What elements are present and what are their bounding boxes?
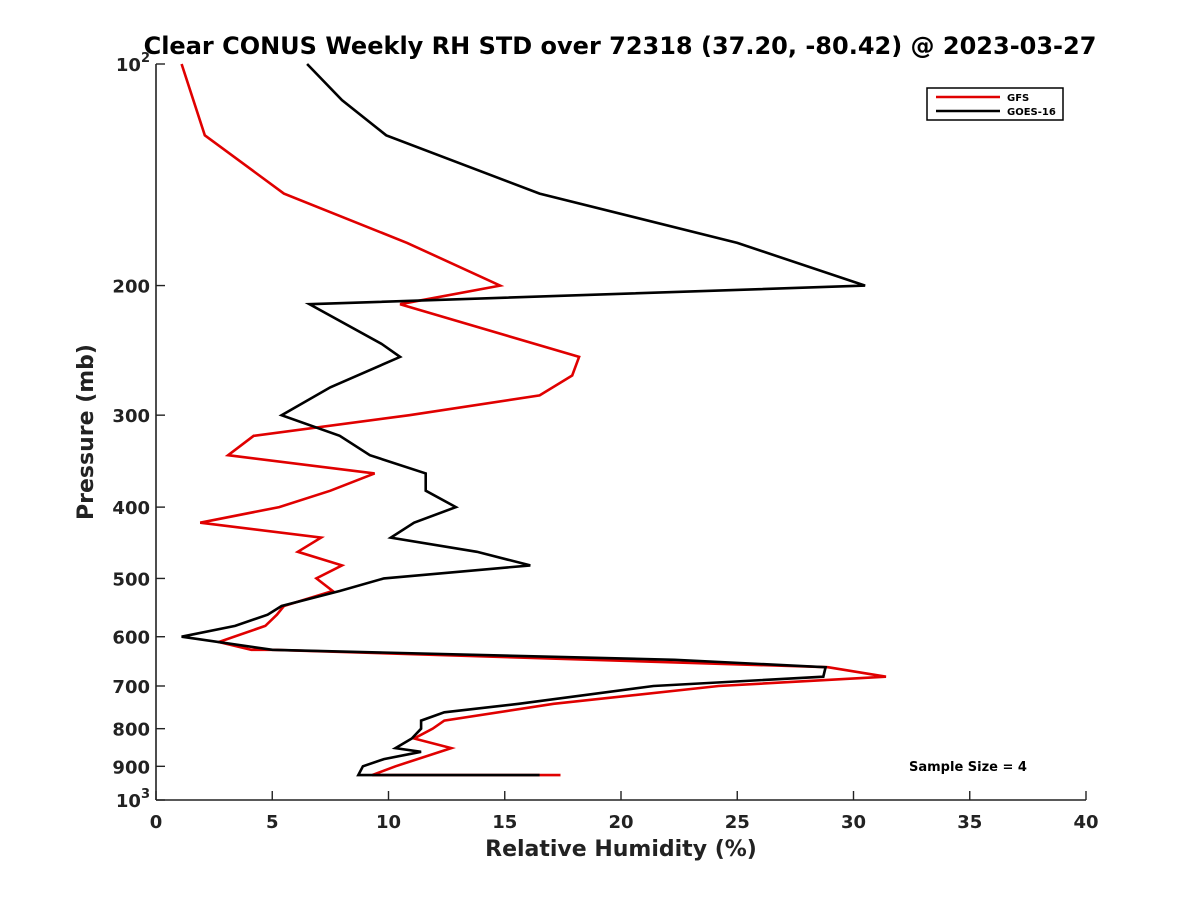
legend-label-goes-16: GOES-16 <box>1007 107 1056 118</box>
x-tick-label: 5 <box>266 812 279 833</box>
x-tick-label: 35 <box>957 812 982 833</box>
series-line-gfs <box>180 63 887 777</box>
x-tick-label: 25 <box>725 812 750 833</box>
x-tick-label: 40 <box>1073 812 1098 833</box>
sample-size-annotation: Sample Size = 4 <box>909 760 1027 775</box>
legend-box <box>926 87 1064 121</box>
y-tick-label: 400 <box>112 498 150 519</box>
y-tick-label: 700 <box>112 677 150 698</box>
plot-area <box>180 63 887 777</box>
y-tick-label: 300 <box>112 406 150 427</box>
x-axis-label: Relative Humidity (%) <box>485 837 757 862</box>
y-tick-label: 103 <box>116 787 150 812</box>
x-axis: 0 5 10 15 20 25 30 35 40 <box>150 791 1099 833</box>
x-tick-label: 15 <box>492 812 517 833</box>
x-tick-label: 10 <box>376 812 401 833</box>
y-tick-label: 900 <box>112 757 150 778</box>
y-tick-label: 800 <box>112 720 150 741</box>
y-tick-label: 102 <box>116 51 150 76</box>
chart-title: Clear CONUS Weekly RH STD over 72318 (37… <box>144 32 1097 60</box>
legend: GFS GOES-16 <box>926 87 1064 121</box>
x-tick-label: 0 <box>150 812 163 833</box>
y-axis-label: Pressure (mb) <box>74 344 99 520</box>
y-tick-label: 600 <box>112 628 150 649</box>
x-tick-label: 20 <box>608 812 633 833</box>
series-line-goes-16 <box>181 63 866 777</box>
y-tick-label: 500 <box>112 569 150 590</box>
x-tick-label: 30 <box>841 812 866 833</box>
legend-label-gfs: GFS <box>1007 93 1029 104</box>
y-tick-label: 200 <box>112 277 150 298</box>
y-axis: 102 200 300 400 500 600 700 800 900 103 <box>112 51 165 812</box>
